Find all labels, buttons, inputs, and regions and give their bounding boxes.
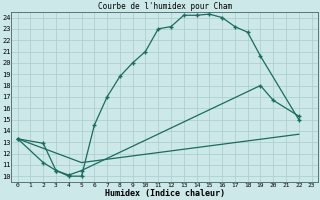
X-axis label: Humidex (Indice chaleur): Humidex (Indice chaleur)	[105, 189, 225, 198]
Title: Courbe de l'humidex pour Cham: Courbe de l'humidex pour Cham	[98, 2, 232, 11]
